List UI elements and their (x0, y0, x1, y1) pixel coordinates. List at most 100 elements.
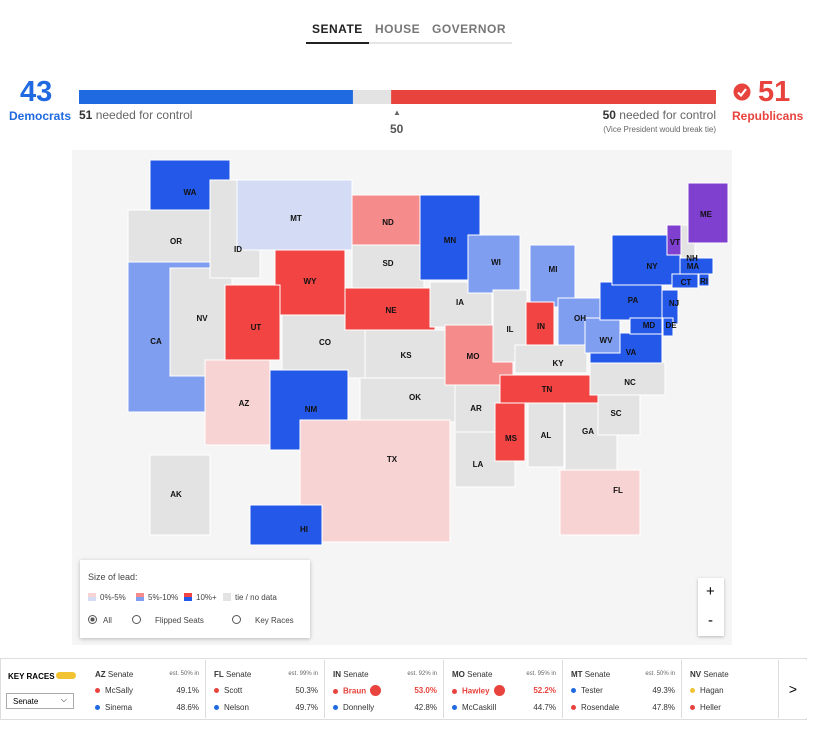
state-shape[interactable] (527, 402, 565, 468)
candidate-row: Sinema 48.6% (95, 703, 199, 712)
tabs: SENATE HOUSE GOVERNOR (306, 22, 513, 44)
race-card[interactable]: FL Senate est. 99% in Scott 50.3% Nelson 49.7… (206, 660, 325, 718)
race-card[interactable]: MT Senate est. 50% in Tester 49.3% Rosendale… (563, 660, 682, 718)
rep-needed-num: 50 (602, 108, 616, 122)
state-shape[interactable] (224, 284, 281, 361)
state-shape[interactable] (274, 249, 346, 316)
balance-bar (79, 90, 716, 104)
state-shape[interactable] (559, 469, 641, 536)
state-shape[interactable] (494, 402, 526, 462)
state-shape[interactable] (169, 267, 233, 377)
race-card[interactable]: MO Senate est. 95% in Hawley 52.2% McCaskill… (444, 660, 563, 718)
state-shape[interactable] (589, 361, 666, 396)
tab[interactable]: HOUSE (369, 22, 427, 44)
candidate-row: Hagan (690, 686, 794, 695)
race-select[interactable]: Senate ⌵ (6, 693, 74, 709)
state-shape[interactable] (299, 419, 451, 543)
race-card[interactable]: IN Senate est. 92% in Braun 53.0% Donnelly 42… (325, 660, 444, 718)
dem-needed: 51 needed for control (79, 108, 192, 122)
state-shape[interactable] (499, 374, 601, 404)
state-shape[interactable] (529, 244, 576, 308)
state-label: IA (456, 298, 464, 307)
midpoint: 50 (390, 122, 404, 136)
state-label: NM (305, 405, 318, 414)
race-card[interactable]: AZ Senate est. 50% in McSally 49.1% Sinema 48… (87, 660, 206, 718)
state-shape[interactable] (629, 317, 663, 335)
state-shape[interactable] (662, 317, 674, 337)
rep-bar (391, 90, 716, 104)
state-shape[interactable] (149, 454, 211, 536)
winner-check (370, 685, 382, 696)
candidate-pct: 49.3% (652, 686, 675, 695)
party-dot (571, 688, 576, 694)
candidate-name: Rosendale (581, 703, 620, 712)
state-label: AZ (239, 399, 250, 408)
legend-label: 5%-10% (148, 593, 179, 602)
state-label: CT (681, 278, 692, 287)
state-label: NH (686, 254, 698, 263)
filter-label: All (103, 616, 112, 625)
state-shape[interactable] (351, 244, 425, 291)
filter-radio[interactable] (232, 615, 241, 624)
state-label: FL (613, 486, 623, 495)
candidate-name: Tester (581, 686, 603, 695)
race-office: Senate (343, 670, 369, 679)
party-dot (452, 705, 457, 711)
party-dot (690, 688, 695, 694)
state-label: NY (646, 262, 658, 271)
legend-swatch (184, 593, 192, 601)
legend-title: Size of lead: (88, 572, 138, 582)
candidate-row: Hawley 52.2% (452, 685, 556, 697)
state-shape[interactable] (249, 504, 323, 546)
filter-radio[interactable] (132, 615, 141, 624)
state-label: WA (184, 188, 197, 197)
zoom-out[interactable]: - (708, 612, 713, 629)
filter-label: Key Races (255, 616, 294, 625)
race-office: Senate (584, 670, 611, 679)
dem-needed-text: needed for control (95, 108, 193, 122)
candidate-row: Tester 49.3% (571, 686, 675, 695)
filter-radio[interactable] (88, 615, 97, 624)
race-head: AZ Senate est. 50% in (95, 670, 199, 679)
race-head: IN Senate est. 92% in (333, 670, 437, 679)
candidate-name: Scott (224, 686, 243, 695)
next-button[interactable]: > (778, 660, 807, 718)
state-shape[interactable] (514, 344, 588, 374)
key-races-title: KEY RACES (8, 672, 55, 681)
tab[interactable]: GOVERNOR (426, 22, 513, 44)
race-reporting: est. 50% in (169, 671, 199, 677)
state-label: MO (467, 352, 480, 361)
state-shape[interactable] (204, 359, 271, 446)
state-label: IL (506, 325, 513, 334)
state-label: ME (700, 210, 713, 219)
state-label: WI (491, 258, 501, 267)
state-shape[interactable] (687, 182, 729, 244)
candidate-pct: 48.6% (176, 703, 199, 712)
state-label: SD (382, 259, 393, 268)
legend-swatch (88, 593, 96, 601)
state-label: ID (234, 245, 242, 254)
state-shape[interactable] (671, 273, 699, 289)
map: WA OR CA NV ID MT WY UT CO AZ NM ND SD NE KS OK TX MN IA MO… (127, 159, 729, 546)
mid-arrow: ▲ (393, 108, 401, 117)
state-label: MI (549, 265, 558, 274)
dem-label: Democrats (9, 109, 72, 123)
candidate-pct: 53.0% (414, 686, 437, 695)
candidate-pct: 44.7% (533, 703, 556, 712)
state-shape[interactable] (351, 194, 425, 246)
tab[interactable]: SENATE (306, 22, 369, 44)
candidate-pct: 49.1% (176, 686, 199, 695)
candidate-pct: 52.2% (533, 686, 556, 695)
race-office: Senate (703, 670, 729, 679)
state-label: MS (505, 434, 518, 443)
state-shape[interactable] (698, 273, 710, 287)
race-head: MT Senate est. 50% in (571, 670, 675, 679)
candidate-name: Donnelly (343, 703, 375, 712)
state-label: WV (600, 336, 614, 345)
state-shape[interactable] (467, 234, 521, 294)
state-label: KY (552, 359, 564, 368)
zoom-in[interactable]: + (706, 583, 715, 600)
state-shape[interactable] (344, 287, 436, 331)
candidate-name: McCaskill (462, 703, 497, 712)
state-shape[interactable] (359, 377, 459, 423)
